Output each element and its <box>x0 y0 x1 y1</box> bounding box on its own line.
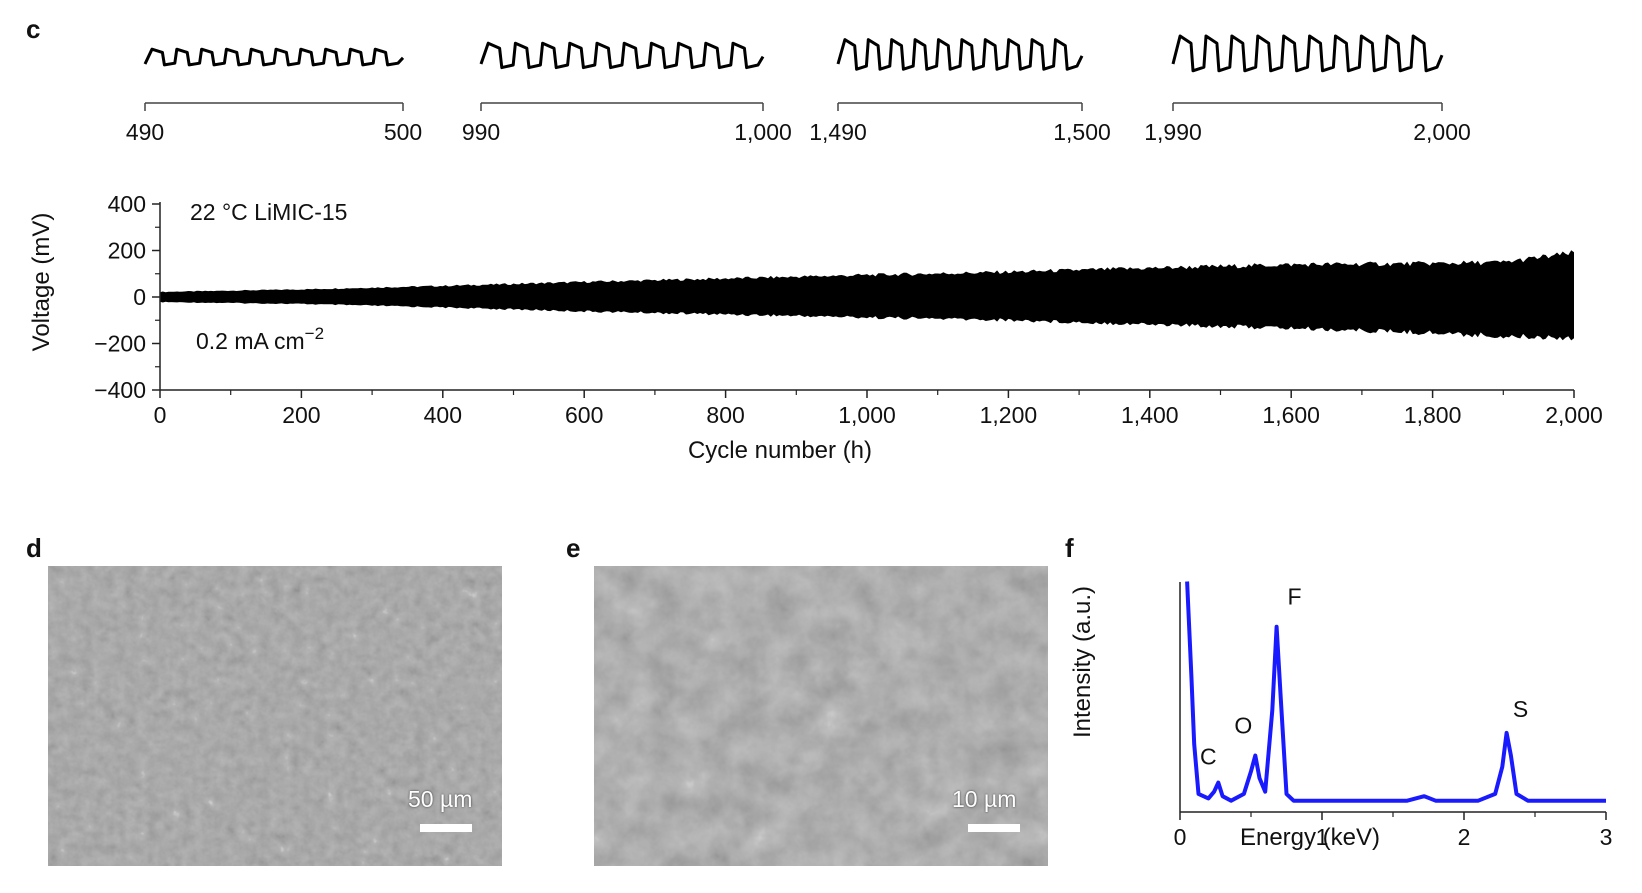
x-tick-label-f: 3 <box>1600 824 1613 850</box>
x-tick-label-c: 1,600 <box>1262 402 1320 428</box>
sem-image-d <box>48 566 502 866</box>
inset-2: 990 1,000 <box>462 41 792 145</box>
inset-tick-label: 1,000 <box>734 119 792 145</box>
y-tick-label-c: 200 <box>108 238 146 264</box>
inset-1: 490 500 <box>126 47 422 145</box>
annotation-current-superscript: −2 <box>305 324 324 343</box>
inset-waveform <box>143 47 405 67</box>
sem-texture-e <box>594 566 1048 866</box>
inset-tick-label: 1,490 <box>809 119 867 145</box>
x-tick-label-f: 1 <box>1316 824 1329 850</box>
x-tick-label-c: 1,200 <box>980 402 1038 428</box>
eds-spectrum-line <box>1185 581 1606 803</box>
inset-tick-label: 500 <box>384 119 422 145</box>
panel-f-eds-plot: 0 1 2 3 CO F S Energy (keV) Intensity (a.u.) <box>1069 581 1613 851</box>
inset-waveform <box>479 41 765 70</box>
scale-label-d: 50 µm <box>408 786 473 812</box>
x-tick-label-c: 200 <box>282 402 320 428</box>
peak-label-c: C <box>1200 744 1217 770</box>
peak-label-s: S <box>1513 696 1528 722</box>
panel-c-insets: 490 500 990 1,000 1,490 1,500 1,990 2,000 <box>126 34 1471 145</box>
panel-label-f: f <box>1065 533 1074 563</box>
voltage-trace <box>160 250 1574 341</box>
inset-waveform <box>1171 34 1444 73</box>
panel-label-e: e <box>566 533 580 563</box>
annotation-temperature: 22 °C LiMIC-15 <box>190 199 347 225</box>
x-tick-label-c: 2,000 <box>1545 402 1603 428</box>
x-tick-label-c: 400 <box>424 402 462 428</box>
x-tick-label-c: 1,400 <box>1121 402 1179 428</box>
inset-4: 1,990 2,000 <box>1144 34 1471 145</box>
x-tick-label-c: 800 <box>706 402 744 428</box>
panel-c-voltage-plot: 0 200 400 600 800 1,000 1,200 1,400 1,600 1,800 2,… <box>28 191 1603 464</box>
x-tick-label-f: 0 <box>1174 824 1187 850</box>
inset-tick-label: 990 <box>462 119 500 145</box>
panel-c-axes: 0 200 400 600 800 1,000 1,200 1,400 1,600 1,800 2,… <box>94 191 1603 428</box>
peak-label-f: F <box>1288 584 1302 610</box>
inset-tick-label: 490 <box>126 119 164 145</box>
peak-label-o: O <box>1234 713 1252 739</box>
inset-tick-label: 2,000 <box>1413 119 1471 145</box>
x-tick-label-c: 600 <box>565 402 603 428</box>
y-tick-label-c: 0 <box>133 284 146 310</box>
y-axis-label-c: Voltage (mV) <box>28 213 55 352</box>
panel-label-d: d <box>26 533 42 563</box>
x-tick-label-f: 2 <box>1458 824 1471 850</box>
inset-tick-label: 1,990 <box>1144 119 1202 145</box>
annotation-current: 0.2 mA cm−2 <box>196 324 324 354</box>
inset-3: 1,490 1,500 <box>809 38 1111 145</box>
sem-image-e <box>594 566 1048 866</box>
panel-f-axes: 0 1 2 3 <box>1174 582 1613 850</box>
x-tick-label-c: 1,000 <box>838 402 896 428</box>
y-tick-label-c: −200 <box>94 331 146 357</box>
y-axis-label-f: Intensity (a.u.) <box>1069 586 1096 738</box>
scale-bar-e <box>968 824 1020 832</box>
y-tick-label-c: −400 <box>94 377 146 403</box>
y-tick-label-c: 400 <box>108 191 146 217</box>
x-tick-label-c: 0 <box>154 402 167 428</box>
annotation-current-base: 0.2 mA cm <box>196 328 305 354</box>
x-axis-label-f: Energy (keV) <box>1240 824 1380 851</box>
x-tick-label-c: 1,800 <box>1404 402 1462 428</box>
inset-waveform <box>836 38 1084 71</box>
scale-bar-d <box>420 824 472 832</box>
sem-texture-d <box>48 566 502 866</box>
scale-label-e: 10 µm <box>952 786 1017 812</box>
inset-tick-label: 1,500 <box>1053 119 1111 145</box>
panel-f-peak-labels: CO F S <box>1200 584 1528 770</box>
panel-label-c: c <box>26 14 40 44</box>
x-axis-label-c: Cycle number (h) <box>688 437 872 464</box>
